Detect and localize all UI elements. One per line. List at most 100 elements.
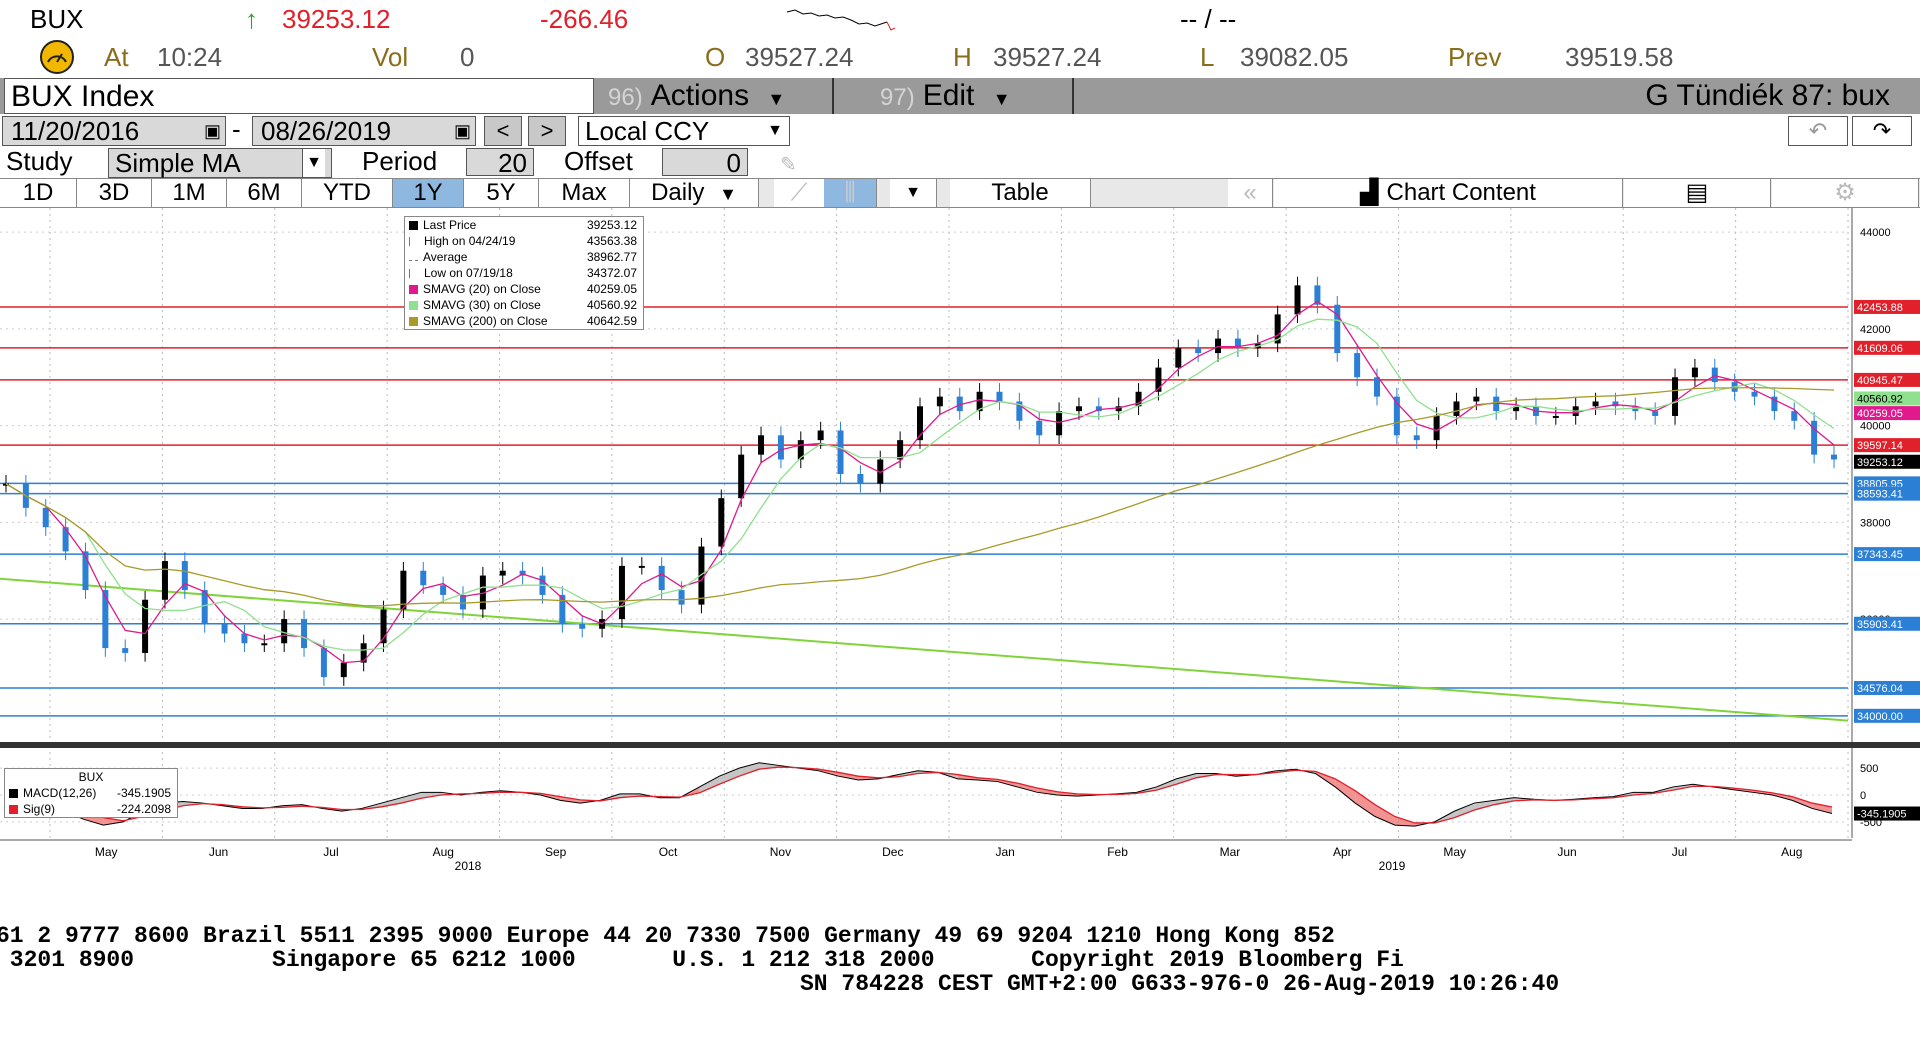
- candle: [62, 527, 69, 552]
- currency-select[interactable]: Local CCY ▼: [578, 116, 790, 146]
- chart-content-label: Chart Content: [1386, 179, 1536, 206]
- macd-fill: [838, 772, 859, 780]
- legend-value: 40642.59: [586, 314, 637, 328]
- security-field[interactable]: BUX Index: [4, 78, 594, 114]
- range-5y[interactable]: 5Y: [464, 179, 539, 207]
- level-tag: [1854, 486, 1920, 501]
- table-button[interactable]: Table: [950, 179, 1091, 207]
- candle: [1592, 401, 1599, 407]
- month-label: Mar: [1220, 845, 1241, 859]
- chart-type-dropdown[interactable]: ▼: [890, 179, 937, 207]
- candle: [400, 570, 407, 610]
- edit-label: Edit: [922, 79, 975, 112]
- legend-swatch: [409, 254, 418, 261]
- month-label: Dec: [882, 845, 903, 859]
- range-ytd[interactable]: YTD: [302, 179, 393, 207]
- macd-fill: [699, 776, 720, 793]
- candle: [718, 498, 725, 547]
- start-date-field[interactable]: 11/20/2016 ▣: [2, 116, 226, 146]
- candle: [1652, 411, 1659, 416]
- level-tag: [1854, 340, 1920, 355]
- range-6m[interactable]: 6M: [227, 179, 302, 207]
- candle: [241, 633, 248, 644]
- range-1y[interactable]: 1Y: [393, 179, 464, 207]
- period-input[interactable]: 20: [466, 148, 534, 177]
- month-label: Jun: [209, 845, 228, 859]
- chart-content-button[interactable]: ▟ Chart Content: [1274, 179, 1623, 207]
- candle: [1115, 406, 1122, 412]
- range-1d[interactable]: 1D: [0, 179, 77, 207]
- month-label: Oct: [659, 845, 678, 859]
- ticker-line-1: 61 2 9777 8600 Brazil 5511 2395 9000 Eur…: [0, 923, 1335, 949]
- candle: [777, 435, 784, 460]
- candle: [1274, 314, 1281, 344]
- edit-menu[interactable]: 97) Edit ▼: [880, 78, 1080, 114]
- gear-icon[interactable]: ⚙: [1772, 179, 1919, 207]
- chevron-right-icon: >: [540, 118, 554, 143]
- title-bar: BUX Index 96) Actions ▼ 97) Edit ▼ G Tündi…: [0, 78, 1920, 114]
- candle: [122, 648, 129, 653]
- undo-button[interactable]: ↶: [1788, 116, 1848, 146]
- open-label: O: [705, 42, 726, 72]
- calendar-icon[interactable]: ▣: [453, 121, 471, 141]
- candle: [201, 590, 208, 624]
- legend-row: Average 38962.77: [405, 249, 643, 265]
- speedometer-icon[interactable]: [40, 40, 74, 74]
- prev-period-button[interactable]: <: [484, 116, 522, 146]
- study-select[interactable]: Simple MA ▼: [108, 148, 332, 178]
- candle-chart-icon[interactable]: ⫼: [824, 179, 877, 207]
- window-title: G Tündiék 87: bux: [1645, 79, 1890, 112]
- next-period-button[interactable]: >: [528, 116, 566, 146]
- frequency-select[interactable]: Daily ▼: [630, 179, 759, 207]
- candle: [499, 570, 506, 576]
- calendar-icon[interactable]: ▣: [203, 121, 221, 141]
- collapse-icon[interactable]: «: [1228, 179, 1273, 207]
- range-max[interactable]: Max: [539, 179, 630, 207]
- year-label: 2018: [455, 859, 482, 873]
- candle: [1135, 391, 1142, 407]
- annotate-icon[interactable]: ▤: [1624, 179, 1771, 207]
- candle: [142, 599, 149, 653]
- macd-fill: [739, 762, 760, 777]
- edit-number: 97): [880, 84, 915, 111]
- candle: [181, 561, 188, 591]
- pencil-icon[interactable]: ✎: [780, 154, 797, 176]
- frequency-value: Daily: [651, 179, 705, 206]
- end-date-field[interactable]: 08/26/2019 ▣: [252, 116, 476, 146]
- security-name: BUX Index: [11, 80, 155, 113]
- legend-label: Sig(9): [23, 802, 56, 816]
- candle: [1831, 454, 1837, 460]
- candle: [917, 406, 923, 441]
- actions-menu[interactable]: 96) Actions ▼: [608, 78, 828, 114]
- chevron-down-icon: ▼: [302, 149, 325, 177]
- level-tag: [1854, 299, 1920, 314]
- level-tag: [1854, 616, 1920, 631]
- offset-input[interactable]: 0: [662, 148, 748, 177]
- macd-fill: [1375, 804, 1395, 826]
- level-tag: [1854, 547, 1920, 562]
- candle: [1314, 285, 1321, 305]
- macd-line: [3, 762, 1833, 827]
- redo-icon: ↷: [1872, 118, 1892, 143]
- candle: [1215, 338, 1222, 354]
- price-chart[interactable]: 44000420004000038000360003400042453.8841…: [0, 208, 1920, 898]
- low-value: 39082.05: [1240, 42, 1349, 72]
- range-1m[interactable]: 1M: [152, 179, 227, 207]
- macd-fill: [1176, 773, 1197, 785]
- month-label: Aug: [1781, 845, 1802, 859]
- candle: [1155, 367, 1162, 392]
- at-label: At: [104, 42, 129, 72]
- legend-swatch: [409, 301, 418, 311]
- price-tick-label: 38000: [1860, 517, 1891, 529]
- year-label: 2019: [1379, 859, 1406, 873]
- date-separator: -: [232, 114, 241, 144]
- line-chart-icon[interactable]: ⟋: [774, 179, 825, 207]
- redo-button[interactable]: ↷: [1852, 116, 1912, 146]
- candle: [380, 609, 387, 644]
- candle: [618, 565, 625, 620]
- range-3d[interactable]: 3D: [77, 179, 152, 207]
- legend-value: 40560.92: [586, 298, 637, 312]
- end-date: 08/26/2019: [261, 116, 392, 146]
- macd-value-label: -345.1905: [1857, 809, 1907, 821]
